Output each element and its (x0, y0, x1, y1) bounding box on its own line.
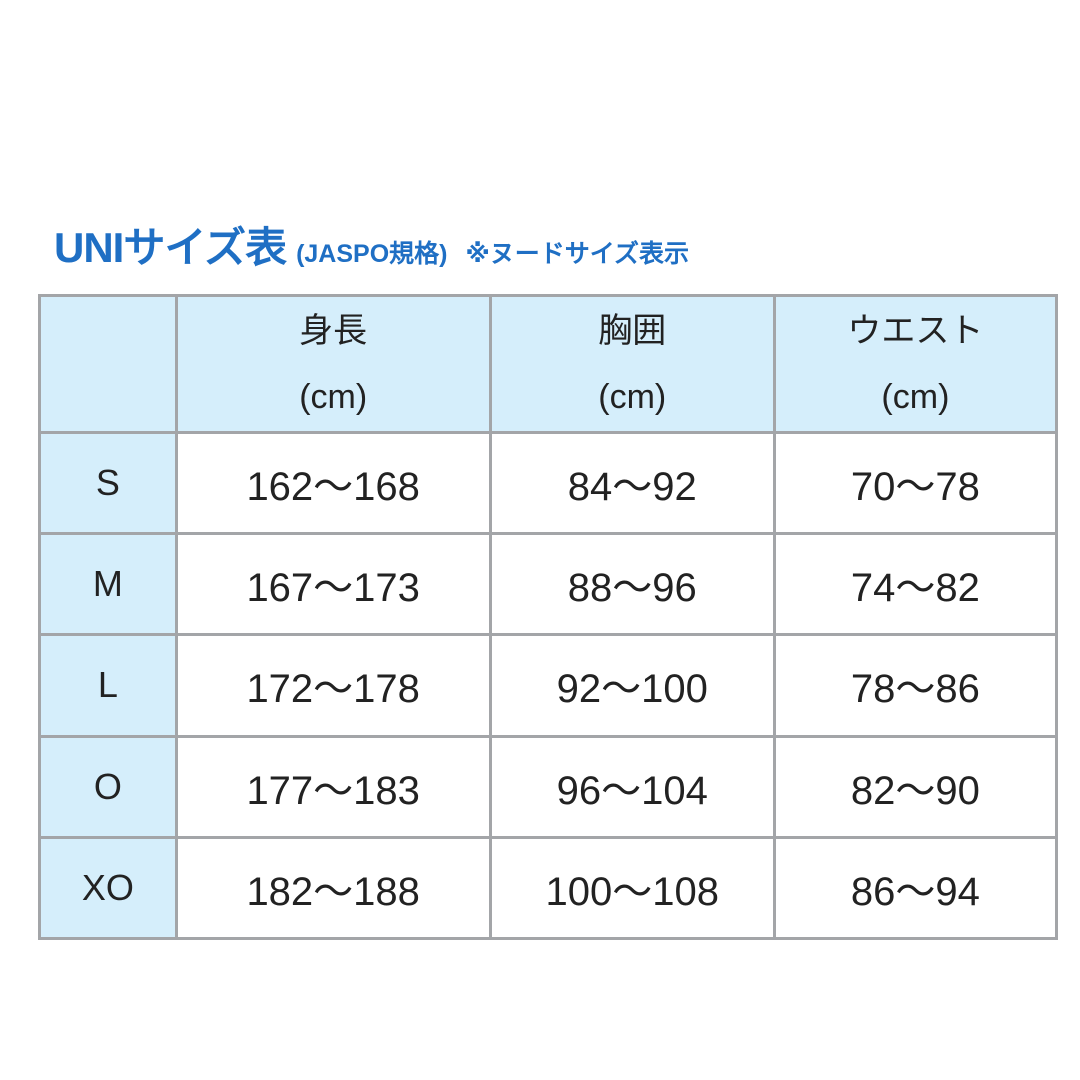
header-chest: 胸囲 (cm) (488, 294, 776, 434)
waist-cell: 82～90 (772, 734, 1059, 839)
table-row: L 172～178 92～100 78～86 (38, 633, 1059, 738)
title-note: ※ヌードサイズ表示 (465, 240, 690, 268)
title-main: UNIサイズ表 (54, 224, 287, 271)
size-cell: O (38, 734, 178, 839)
height-cell: 182～188 (174, 835, 492, 941)
height-cell: 167～173 (174, 532, 492, 637)
waist-cell: 78～86 (772, 633, 1059, 738)
table-row: O 177～183 96～104 82～90 (38, 734, 1059, 839)
header-label: 身長 (299, 312, 368, 350)
header-unit: (cm) (881, 378, 950, 416)
size-cell: XO (38, 835, 178, 941)
chest-cell: 100～108 (488, 835, 776, 941)
header-label: ウエスト (847, 312, 984, 350)
chest-cell: 92～100 (488, 633, 776, 738)
header-waist: ウエスト (cm) (772, 294, 1059, 434)
header-row: 身長 (cm) 胸囲 (cm) ウエスト (cm) (38, 294, 1059, 434)
size-cell: S (38, 430, 178, 536)
chest-cell: 84～92 (488, 430, 776, 536)
table-row: XO 182～188 100～108 86～94 (38, 835, 1059, 941)
height-cell: 177～183 (174, 734, 492, 839)
header-height: 身長 (cm) (174, 294, 492, 434)
chest-cell: 88～96 (488, 532, 776, 637)
height-cell: 172～178 (174, 633, 492, 738)
waist-cell: 74～82 (772, 532, 1059, 637)
header-unit: (cm) (299, 378, 368, 416)
chest-cell: 96～104 (488, 734, 776, 839)
size-cell: M (38, 532, 178, 637)
header-label: 胸囲 (598, 312, 667, 350)
table-row: M 167～173 88～96 74～82 (38, 532, 1059, 637)
title-standard: (JASPO規格) (296, 240, 448, 268)
header-size (38, 294, 178, 434)
size-table: 身長 (cm) 胸囲 (cm) ウエスト (cm) S 162～168 84～92 70～7… (38, 294, 1059, 941)
chart-title: UNIサイズ表 (JASPO規格) ※ヌードサイズ表示 (54, 214, 689, 275)
size-cell: L (38, 633, 178, 738)
height-cell: 162～168 (174, 430, 492, 536)
waist-cell: 86～94 (772, 835, 1059, 941)
table-row: S 162～168 84～92 70～78 (38, 430, 1059, 536)
waist-cell: 70～78 (772, 430, 1059, 536)
header-unit: (cm) (598, 378, 667, 416)
